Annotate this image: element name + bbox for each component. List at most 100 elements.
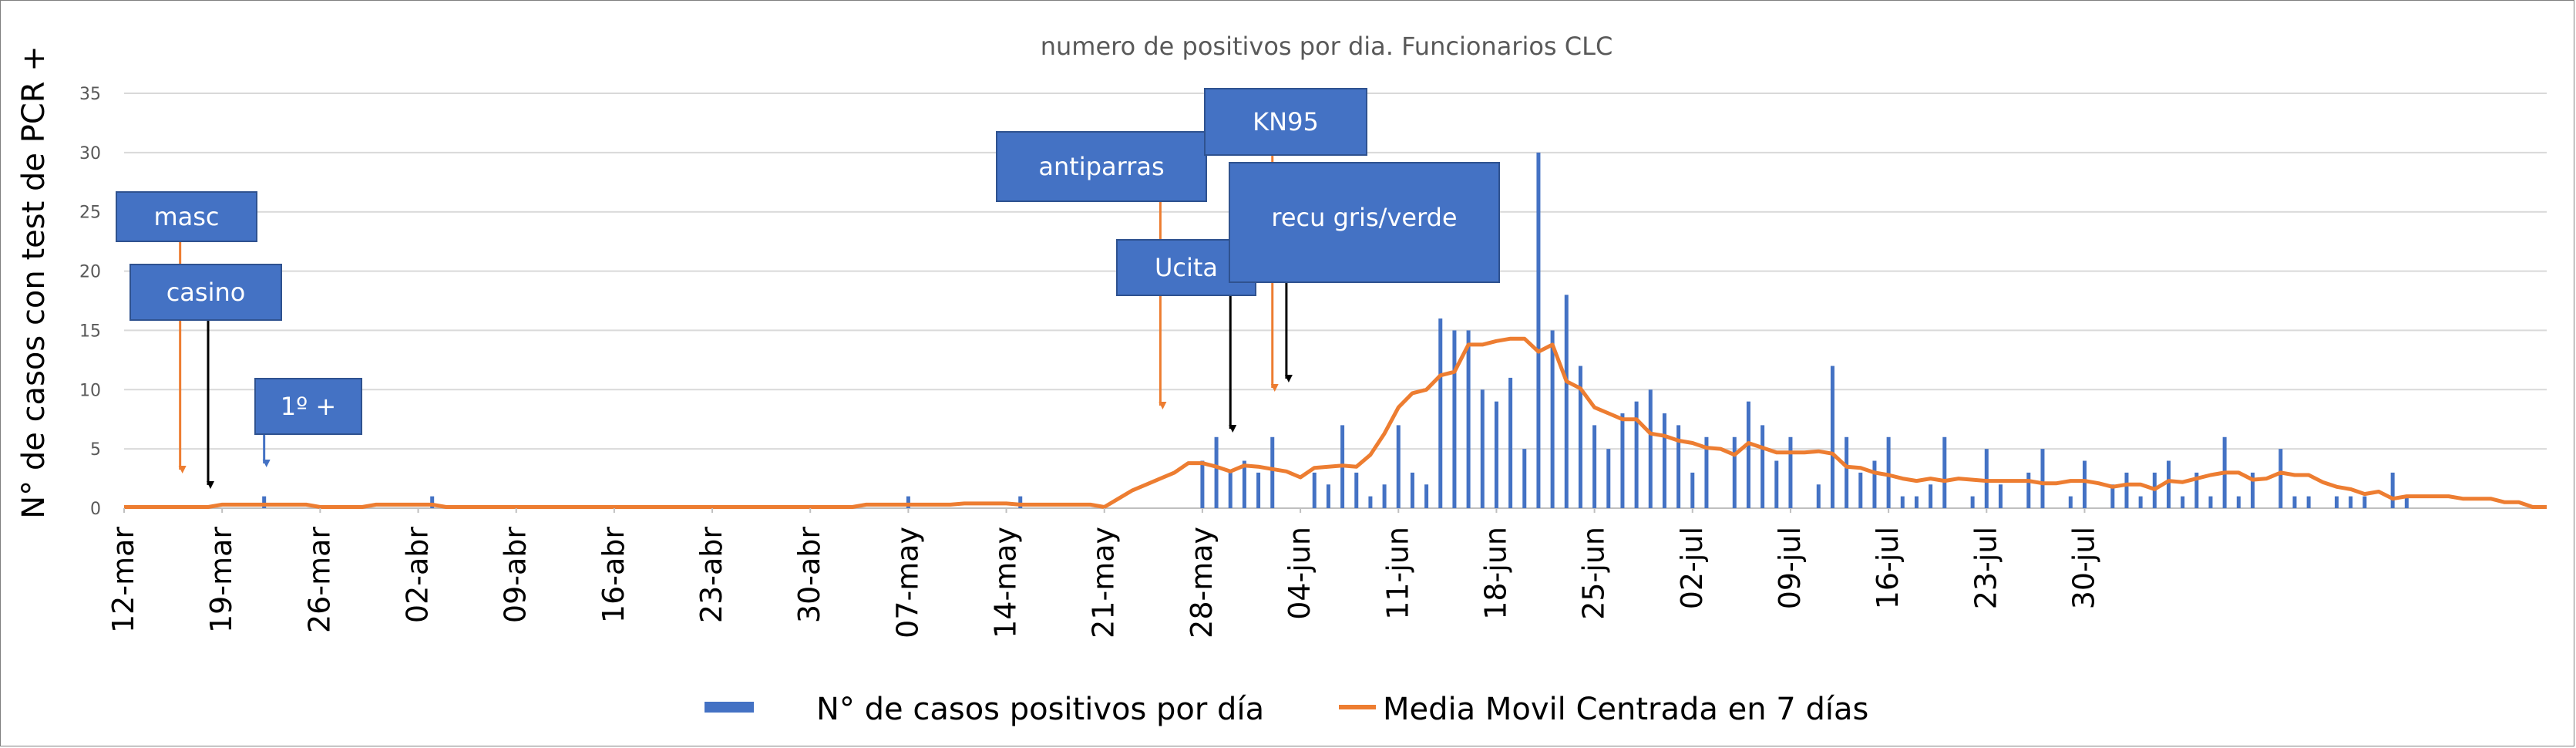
bar (1452, 330, 1457, 508)
y-tick-label: 25 (79, 204, 101, 223)
x-tick-label: 18-jun (1478, 527, 1512, 620)
x-tick-label: 30-abr (792, 527, 826, 623)
bar (1788, 436, 1793, 508)
bar (1438, 318, 1443, 508)
bar (1466, 330, 1471, 508)
bar (1816, 484, 1821, 508)
bar (1690, 472, 1695, 508)
bar (2110, 484, 2115, 508)
bar (1326, 484, 1330, 508)
y-tick-label: 30 (79, 144, 101, 163)
bar (1830, 366, 1834, 508)
annotation-box (1229, 162, 1500, 283)
x-tick-labels: 12-mar 19-mar 26-mar 02-abr 09-abr 16-abr 23-a… (106, 508, 2100, 638)
bar (1256, 472, 1261, 508)
bar (1592, 425, 1597, 508)
y-tick-labels: 0 5 10 15 20 25 30 35 (79, 85, 101, 519)
x-tick-label: 02-abr (401, 527, 435, 623)
bar (1886, 436, 1891, 508)
bar (2138, 496, 2143, 508)
bar (1494, 401, 1498, 508)
legend-bar-swatch (705, 702, 754, 713)
x-tick-label: 02-jul (1675, 527, 1709, 609)
legend-line-label: Media Movil Centrada en 7 días (1383, 692, 1868, 727)
bar (1564, 295, 1569, 508)
bar (1746, 401, 1750, 508)
x-tick-label: 04-jun (1283, 527, 1317, 620)
x-tick-label: 09-jul (1773, 527, 1807, 609)
x-tick-label: 23-jul (1969, 527, 2003, 609)
x-tick-label: 16-abr (597, 527, 631, 623)
bar (2278, 449, 2283, 508)
bar (1200, 460, 1205, 508)
x-tick-label: 28-may (1185, 527, 1219, 638)
bar (1424, 484, 1429, 508)
annotation-label: KN95 (1253, 107, 1319, 136)
bar (2082, 460, 2087, 508)
annotation-label: antiparras (1038, 152, 1164, 181)
bar (1998, 484, 2003, 508)
bar (2404, 496, 2409, 508)
x-tick-label: 14-may (989, 527, 1023, 638)
legend-bar-label: N° de casos positivos por día (816, 692, 1264, 727)
bar (1368, 496, 1373, 508)
bar (1648, 389, 1653, 508)
y-tick-label: 5 (90, 440, 101, 460)
bar (1606, 449, 1611, 508)
annotation-box (1204, 88, 1367, 156)
bar (1312, 472, 1317, 508)
bar (1900, 496, 1905, 508)
bar (2349, 496, 2353, 508)
bar (1480, 389, 1485, 508)
legend: N° de casos positivos por día Media Movi… (705, 692, 1868, 727)
moving-average-line (124, 336, 2547, 509)
x-tick-label: 16-jul (1871, 527, 1905, 609)
annotation-label: masc (153, 202, 219, 231)
chart-title: numero de positivos por dia. Funcionario… (1041, 32, 1613, 61)
y-tick-label: 0 (90, 500, 101, 519)
bar (1774, 460, 1779, 508)
y-tick-label: 15 (79, 322, 101, 341)
annotation-box (996, 131, 1207, 202)
x-tick-label: 12-mar (106, 527, 140, 633)
bar (2124, 472, 2129, 508)
bar (2390, 472, 2395, 508)
bar (2181, 496, 2185, 508)
bar (1662, 413, 1666, 508)
bar (1214, 436, 1219, 508)
annotation-label: casino (166, 278, 246, 307)
bar (2194, 472, 2199, 508)
bar (1018, 496, 1023, 508)
x-tick-label: 30-jul (2067, 527, 2100, 609)
bar (1522, 449, 1527, 508)
bar (1732, 436, 1737, 508)
bar (1970, 496, 1975, 508)
bar (1984, 449, 1989, 508)
annotation-label: 1º + (281, 392, 336, 421)
y-tick-label: 10 (79, 381, 101, 400)
annotation-label: Ucita (1155, 253, 1218, 282)
bar (1760, 425, 1765, 508)
bar (1845, 436, 1849, 508)
bar (2236, 496, 2241, 508)
y-tick-label: 35 (79, 85, 101, 104)
bar (2334, 496, 2339, 508)
annotation-box (116, 191, 257, 242)
bar (1578, 366, 1582, 508)
bar (2292, 496, 2297, 508)
bar (2306, 496, 2311, 508)
x-tick-label: 23-abr (694, 527, 728, 623)
bar (1354, 472, 1359, 508)
line-series (124, 336, 2547, 509)
bar (1676, 425, 1681, 508)
bar (1270, 436, 1275, 508)
bar (1929, 484, 1933, 508)
bar (1228, 472, 1233, 508)
bar-series (262, 152, 2409, 508)
bar (1382, 484, 1387, 508)
bar (1914, 496, 1919, 508)
bar (2166, 460, 2171, 508)
bar (2208, 496, 2213, 508)
bar (1410, 472, 1414, 508)
